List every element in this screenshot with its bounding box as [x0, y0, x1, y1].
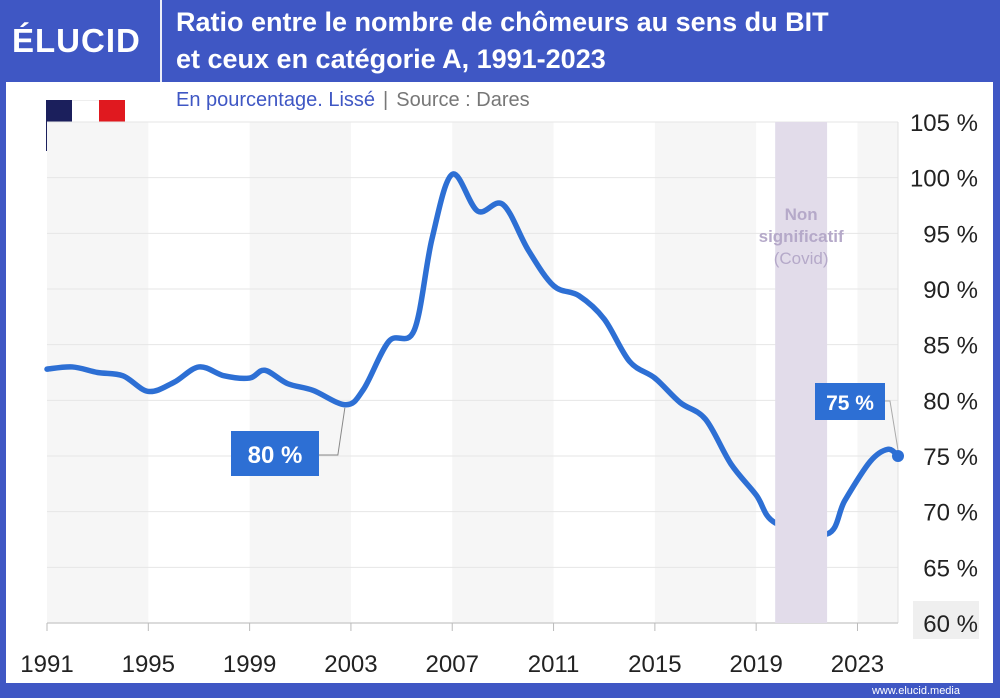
x-tick-label: 2019 — [729, 651, 782, 678]
y-tick-label: 80 % — [923, 388, 978, 415]
annotation-leader — [885, 400, 899, 451]
x-tick-label: 2023 — [831, 651, 884, 678]
y-tick-label: 75 % — [923, 444, 978, 471]
y-tick-label: 85 % — [923, 333, 978, 360]
annotation-box — [231, 431, 319, 476]
covid-label-line: (Covid) — [774, 249, 829, 268]
annotation-label: 80 % — [248, 442, 303, 469]
separator: | — [383, 89, 389, 111]
x-tick-label: 1995 — [122, 651, 175, 678]
annotation-leader — [318, 407, 346, 456]
y-tick-label: 90 % — [923, 277, 978, 304]
x-tick-label: 2011 — [528, 651, 580, 678]
y-tick-label: 60 % — [923, 611, 978, 638]
elucid-logo: ÉLUCID — [12, 22, 141, 59]
title-line-2: et ceux en catégorie A, 1991-2023 — [176, 44, 606, 74]
covid-label-line: significatif — [759, 227, 844, 246]
annotation-label: 75 % — [826, 392, 874, 415]
y-tick-label: 105 % — [910, 110, 978, 137]
x-tick-label: 2015 — [628, 651, 681, 678]
x-tick-label: 2003 — [324, 651, 377, 678]
last-point-marker — [892, 450, 904, 462]
covid-label-line: Non — [785, 205, 818, 224]
y-tick-highlight — [913, 601, 979, 639]
x-tick-label: 1991 — [20, 651, 73, 678]
x-tick-label: 2007 — [426, 651, 479, 678]
chart-title: Ratio entre le nombre de chômeurs au sen… — [176, 4, 829, 78]
x-tick-label: 1999 — [223, 651, 276, 678]
title-line-1: Ratio entre le nombre de chômeurs au sen… — [176, 7, 829, 37]
header-divider — [160, 0, 162, 82]
series-line — [44, 171, 901, 538]
y-tick-label: 100 % — [910, 166, 978, 193]
background-band — [857, 122, 898, 623]
subtitle: En pourcentage. Lissé | Source : Dares — [176, 89, 530, 112]
background-band — [654, 122, 757, 623]
annotation-box — [815, 383, 885, 420]
y-tick-label: 65 % — [923, 555, 978, 582]
covid-band — [775, 122, 828, 623]
footer-url: www.elucid.media — [871, 685, 960, 697]
header — [0, 0, 1000, 82]
y-tick-label: 70 % — [923, 500, 978, 527]
source: Source : Dares — [396, 89, 530, 111]
y-tick-label: 95 % — [923, 221, 978, 248]
subtitle-text: En pourcentage. Lissé — [176, 89, 376, 111]
